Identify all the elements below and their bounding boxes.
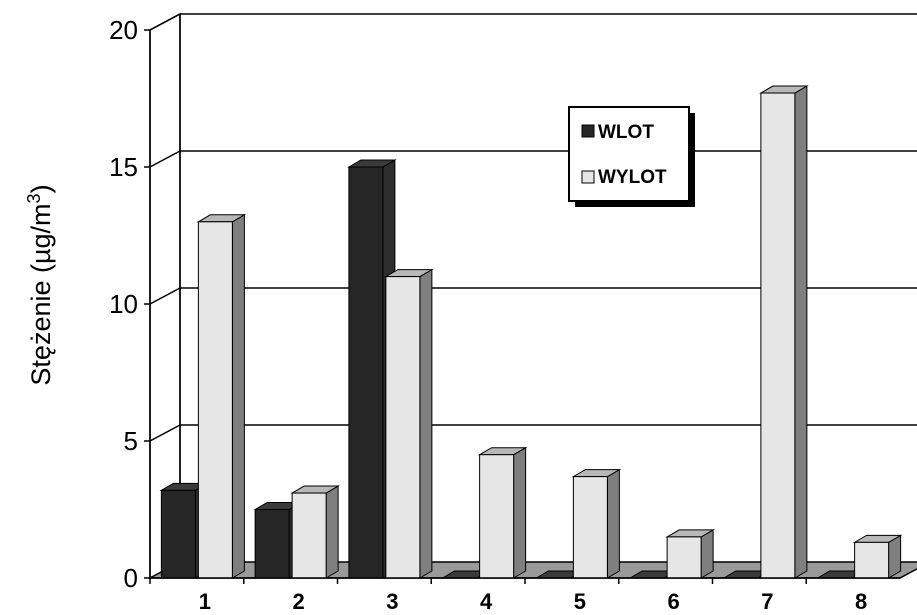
y-axis-label: Stężenie (µg/m3) [24, 184, 56, 385]
legend-label-wylot: WYLOT [598, 167, 667, 188]
x-tick-label-8: 8 [855, 589, 867, 614]
gridline-side [149, 424, 181, 442]
bar-wylot-4 [477, 446, 528, 579]
x-tick-label-6: 6 [668, 589, 680, 614]
y-axis-ticks: 0 5 10 15 20 [109, 15, 151, 593]
y-tick-label: 0 [124, 563, 138, 593]
x-tick-label-2: 2 [293, 589, 305, 614]
x-axis-labels: 1 2 3 4 5 6 7 8 [149, 577, 900, 614]
bar-wylot-6 [665, 529, 715, 579]
y-axis-label-text: Stężenie (µg/m [26, 203, 56, 385]
y-tick-label: 10 [109, 289, 138, 319]
gridline-side [149, 13, 181, 31]
gridline-side [149, 150, 181, 168]
y-axis-label-close: ) [26, 184, 56, 193]
x-tick-label-1: 1 [199, 589, 211, 614]
bar-wylot-7 [759, 85, 809, 579]
legend-box [568, 106, 690, 202]
bar-wylot-8 [852, 534, 903, 579]
legend: WLOT WYLOT [568, 106, 695, 207]
y-tick-label: 15 [109, 152, 138, 182]
bars [159, 85, 903, 579]
bar-wylot-1 [196, 213, 247, 579]
x-tick-label-5: 5 [574, 589, 586, 614]
legend-swatch-wylot [581, 170, 595, 184]
y-tick-label: 20 [109, 15, 138, 45]
x-tick-label-4: 4 [480, 589, 493, 614]
bar-wylot-2 [290, 485, 340, 579]
y-tick-label: 5 [124, 426, 138, 456]
x-tick-label-7: 7 [761, 589, 773, 614]
bar-wylot-5 [571, 468, 622, 579]
x-tick-label-3: 3 [386, 589, 398, 614]
y-axis-label-superscript: 3 [24, 193, 44, 203]
legend-swatch-wlot [581, 124, 595, 138]
legend-label-wlot: WLOT [598, 122, 654, 143]
bar-wylot-3 [384, 268, 434, 579]
gridline-side [149, 287, 181, 305]
